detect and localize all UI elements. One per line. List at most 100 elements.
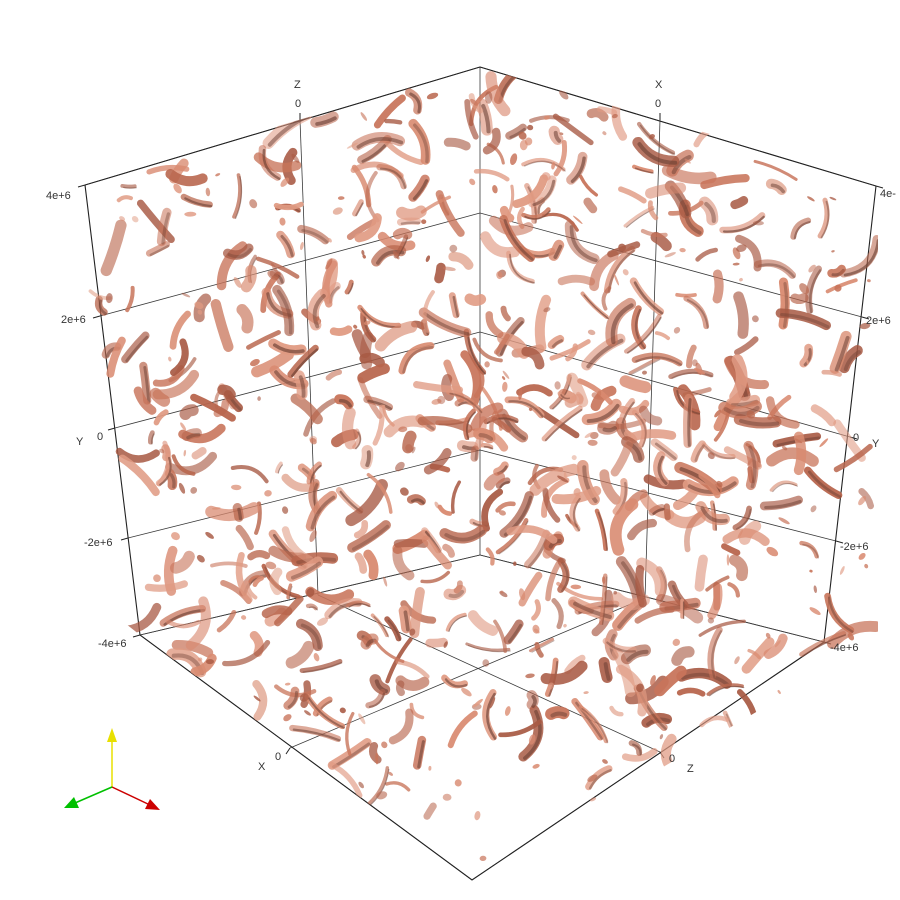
isosurface-tube [483, 471, 506, 491]
isosurface-tube [152, 369, 200, 400]
isosurface-shading [227, 248, 252, 259]
isosurface-fragment [810, 505, 817, 513]
isosurface-tube [632, 164, 654, 174]
isosurface-fragment [498, 510, 506, 516]
orientation-z-arrowhead [64, 797, 79, 808]
isosurface-fragment [363, 320, 371, 326]
isosurface-shading [572, 497, 581, 532]
isosurface-fragment [184, 211, 197, 217]
isosurface-tube [305, 490, 338, 532]
isosurface-shading [723, 405, 760, 417]
isosurface-shading [367, 399, 393, 410]
isosurface-tube [540, 660, 588, 685]
isosurface-fragment [571, 455, 577, 461]
isosurface-tube [464, 293, 487, 306]
isosurface-tube [499, 205, 515, 223]
isosurface-tube [217, 384, 236, 400]
isosurface-tube [602, 637, 637, 654]
isosurface-tube [470, 445, 480, 462]
isosurface-tube [232, 173, 242, 219]
isosurface-tube [325, 369, 343, 381]
isosurface-shading [417, 740, 425, 769]
isosurface-fragment [831, 250, 835, 253]
isosurface-tube [736, 689, 760, 732]
isosurface-tube [246, 330, 281, 350]
isosurface-tube [473, 427, 496, 444]
isosurface-fragment [211, 507, 221, 510]
x-axis-zero-top: 0 [655, 98, 661, 110]
isosurface-fragment [358, 781, 364, 789]
isosurface-tube [601, 286, 612, 311]
isosurface-tube [730, 196, 749, 210]
isosurface-shading [603, 662, 611, 681]
isosurface-tube [569, 494, 582, 532]
isosurface-fragment [257, 396, 261, 401]
isosurface-fragment [752, 220, 764, 226]
isosurface-shading [652, 507, 665, 515]
isosurface-tube [734, 336, 759, 356]
isosurface-tube [618, 398, 636, 425]
isosurface-tube [384, 616, 402, 642]
isosurface-tube [803, 466, 843, 500]
isosurface-tube [495, 477, 511, 489]
isosurface-tube [727, 582, 740, 598]
isosurface-shading [843, 239, 878, 277]
isosurface-tube [541, 212, 579, 232]
orientation-axes-widget[interactable] [64, 728, 160, 810]
isosurface-fragment [570, 584, 582, 590]
isosurface-fragment [282, 506, 289, 514]
isosurface-tube [252, 575, 264, 587]
isosurface-tube [290, 393, 323, 425]
isosurface-fragment [392, 250, 400, 260]
isosurface-shading [466, 411, 476, 440]
isosurface-shading [149, 244, 170, 256]
isosurface-tube [778, 277, 790, 330]
isosurface-shading [355, 202, 364, 217]
isosurface-fragment [716, 480, 723, 488]
isosurface-fragment [528, 407, 533, 411]
isosurface-tube [566, 372, 589, 408]
isosurface-tube [119, 602, 162, 635]
isosurface-fragment [601, 576, 606, 584]
isosurface-shading [803, 348, 812, 367]
isosurface-tube [396, 217, 422, 226]
isosurface-fragment [131, 216, 139, 223]
isosurface-tube [413, 381, 464, 394]
isosurface-shading [748, 445, 757, 489]
isosurface-tube [534, 642, 544, 658]
isosurface-shading [481, 103, 491, 134]
isosurface-tube [425, 637, 448, 648]
isosurface-fragment [484, 361, 490, 368]
isosurface-tube [329, 761, 363, 799]
isosurface-fragment [726, 554, 730, 566]
isosurface-shading [351, 524, 390, 551]
isosurface-tube [365, 688, 386, 709]
isosurface-tube [382, 138, 424, 166]
isosurface-fragment [525, 673, 535, 679]
isosurface-tube [464, 99, 479, 140]
isosurface-shading [606, 641, 637, 653]
isosurface-tube [571, 697, 604, 741]
isosurface-tube [707, 583, 723, 620]
isosurface-fragment [734, 656, 740, 665]
isosurface-fragment [518, 388, 523, 400]
isosurface-shading [709, 685, 745, 697]
isosurface-fragment [197, 309, 203, 315]
isosurface-fragment [284, 682, 291, 686]
isosurface-tube [586, 108, 609, 122]
isosurface-tube [453, 580, 463, 594]
isosurface-tube [694, 554, 708, 592]
isosurface-fragment [694, 367, 706, 375]
isosurface-tube [624, 313, 662, 354]
isosurface-tube [287, 344, 319, 378]
isosurface-tube [498, 719, 542, 738]
isosurface-tube [668, 368, 714, 380]
isosurface-tube [442, 543, 455, 558]
isosurface-tube [299, 658, 343, 673]
isosurface-fragment [766, 546, 779, 557]
isosurface-shading [169, 473, 176, 489]
isosurface-tube [285, 556, 324, 582]
isosurface-structures [88, 67, 878, 862]
isosurface-tube [529, 637, 554, 653]
